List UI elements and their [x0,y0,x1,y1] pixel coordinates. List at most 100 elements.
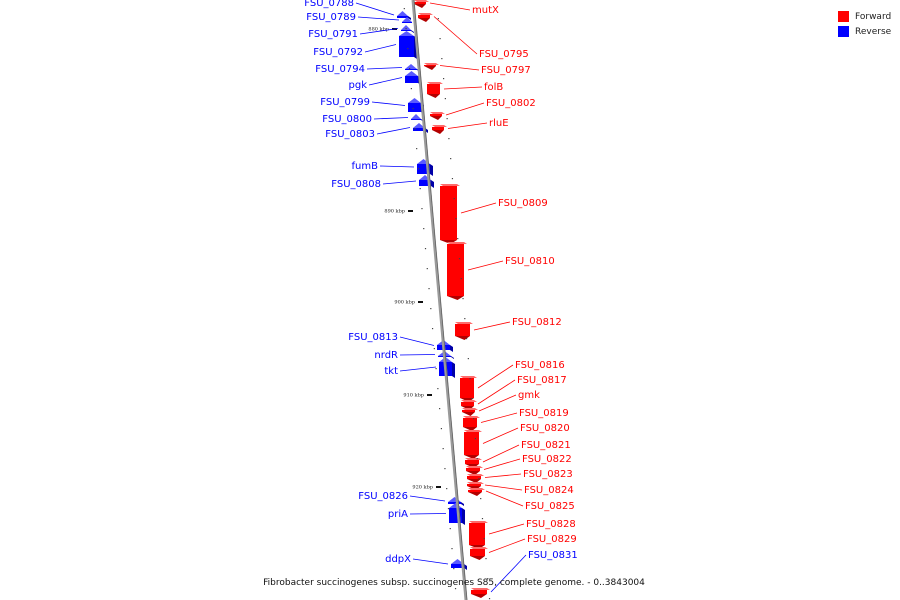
gene-label-fsu-0829[interactable]: FSU_0829 [527,534,577,545]
gene-label-fsu-0795[interactable]: FSU_0795 [479,49,529,60]
gene-label-fsu-0812[interactable]: FSU_0812 [512,317,562,328]
gene-label-fsu-0826[interactable]: FSU_0826 [358,491,408,502]
gene-label-fsu-0794[interactable]: FSU_0794 [315,64,365,75]
leader-line-nrdr [399,354,436,356]
axis-tick-920 [436,486,441,488]
gene-label-fsu-0817[interactable]: FSU_0817 [517,375,567,386]
gene-label-fsu-0803[interactable]: FSU_0803 [325,129,375,140]
gene-label-gmk[interactable]: gmk [518,390,540,401]
gene-fsu-0819-feature[interactable] [463,416,480,431]
leader-line-fsu-0797 [439,65,480,71]
gene-fsu-0789-feature[interactable] [402,17,415,24]
gene-fsu-0795-feature[interactable] [418,13,433,22]
gene-label-fsu-0819[interactable]: FSU_0819 [519,408,569,419]
gene-label-tkt[interactable]: tkt [384,366,398,377]
gene-label-fsu-0821[interactable]: FSU_0821 [521,440,571,451]
gene-label-fsu-0789[interactable]: FSU_0789 [306,12,356,23]
gene-fsu-0828-feature[interactable] [469,521,488,549]
gene-label-fsu-0802[interactable]: FSU_0802 [486,98,536,109]
leader-line-fsu-0819 [480,412,518,423]
gene-fsu-0831-feature[interactable] [471,588,490,598]
leader-line-fsu-0803 [376,127,411,135]
leader-line-fsu-0813 [399,336,435,346]
gene-fsu-0792-feature[interactable] [399,31,417,59]
leader-line-fsu-0808 [382,180,417,185]
axis-tick-label: 900 kbp [394,300,415,306]
gene-fsu-0808-feature[interactable] [419,175,434,188]
gene-label-pgk[interactable]: pgk [349,80,368,91]
leader-line-fsu-0820 [482,427,519,444]
gene-ddpx-feature[interactable] [451,559,467,570]
axis-tick-910 [427,394,432,396]
gene-rlue-feature[interactable] [432,125,447,134]
gene-label-fsu-0791[interactable]: FSU_0791 [308,29,358,40]
gene-folb-feature[interactable] [427,82,443,98]
axis-tick-900 [418,301,423,303]
gene-label-folb[interactable]: folB [484,82,503,93]
leader-line-fsu-0809 [460,202,497,214]
gene-fsu-0810-feature[interactable] [447,242,467,300]
axis-tick-label: 880 kbp [368,27,389,33]
gene-label-fsu-0831[interactable]: FSU_0831 [528,550,578,561]
gene-label-fsu-0825[interactable]: FSU_0825 [525,501,575,512]
gene-label-fsu-0792[interactable]: FSU_0792 [313,47,363,58]
gene-label-fsu-0822[interactable]: FSU_0822 [522,454,572,465]
leader-line-pgk [368,77,403,86]
gene-label-pria[interactable]: priA [388,509,408,520]
leader-line-fsu-0810 [467,260,504,271]
gene-fsu-0809-feature[interactable] [440,184,460,244]
gene-label-fsu-0808[interactable]: FSU_0808 [331,179,381,190]
gene-label-fsu-0797[interactable]: FSU_0797 [481,65,531,76]
axis-ticks: 880 kbp 890 kbp 900 kbp 910 kbp 920 kbp [368,8,491,600]
gene-label-fsu-0799[interactable]: FSU_0799 [320,97,370,108]
gene-fsu-0812-feature[interactable] [455,322,473,340]
gene-mutx-feature[interactable] [414,0,429,8]
gene-label-mutx[interactable]: mutX [472,5,499,16]
leader-line-ddpx [412,558,449,565]
gene-fsu-0797-feature[interactable] [424,63,439,70]
leader-line-mutx [429,2,471,11]
leader-line-fsu-0829 [488,538,526,553]
gene-gmk-feature[interactable] [462,408,478,416]
gene-label-fsu-0813[interactable]: FSU_0813 [348,332,398,343]
gene-fsu-0802-feature[interactable] [430,112,445,120]
gene-label-fsu-0824[interactable]: FSU_0824 [524,485,574,496]
leader-line-fsu-0823 [484,473,522,478]
leader-line-fsu-0824 [484,484,523,491]
gene-fsu-0791-feature[interactable] [401,25,414,33]
leader-line-fsu-0795 [433,16,478,55]
gene-label-nrdr[interactable]: nrdR [374,350,398,361]
leader-line-fsu-0789 [357,16,400,21]
label-leader-lines [355,2,527,593]
leader-line-rlue [447,122,488,129]
gene-label-fsu-0823[interactable]: FSU_0823 [523,469,573,480]
leader-line-tkt [399,366,437,372]
leader-line-fumb [379,165,415,168]
gene-label-fumb[interactable]: fumB [352,161,379,172]
leader-line-fsu-0802 [445,102,485,116]
gene-label-ddpx[interactable]: ddpX [385,554,411,565]
leader-line-fsu-0792 [364,44,397,53]
leader-line-fsu-0826 [409,495,446,502]
gene-fsu-0820-feature[interactable] [464,430,482,459]
gene-label-fsu-0820[interactable]: FSU_0820 [520,423,570,434]
gene-fsu-0788-feature[interactable] [397,11,411,20]
leader-line-fsu-0816 [477,364,514,389]
gene-label-fsu-0816[interactable]: FSU_0816 [515,360,565,371]
gene-label-fsu-0809[interactable]: FSU_0809 [498,198,548,209]
gene-label-fsu-0828[interactable]: FSU_0828 [526,519,576,530]
gene-fsu-0825-feature[interactable] [468,488,485,496]
gene-fsu-0829-feature[interactable] [470,547,488,560]
gene-labels: FSU_0788 FSU_0789 FSU_0791 FSU_0792 FSU_0794… [304,0,577,565]
gene-label-fsu-0800[interactable]: FSU_0800 [322,114,372,125]
gene-label-rlue[interactable]: rluE [489,118,509,129]
leader-line-fsu-0800 [373,117,409,120]
genome-backbone [411,0,468,600]
gene-fsu-0816-feature[interactable] [460,376,477,402]
gene-label-fsu-0810[interactable]: FSU_0810 [505,256,555,267]
gene-fsu-0822-feature[interactable] [466,466,483,475]
gene-label-fsu-0788[interactable]: FSU_0788 [304,0,354,9]
gene-fsu-0823-feature[interactable] [467,474,484,483]
gene-fumb-feature[interactable] [417,159,433,176]
